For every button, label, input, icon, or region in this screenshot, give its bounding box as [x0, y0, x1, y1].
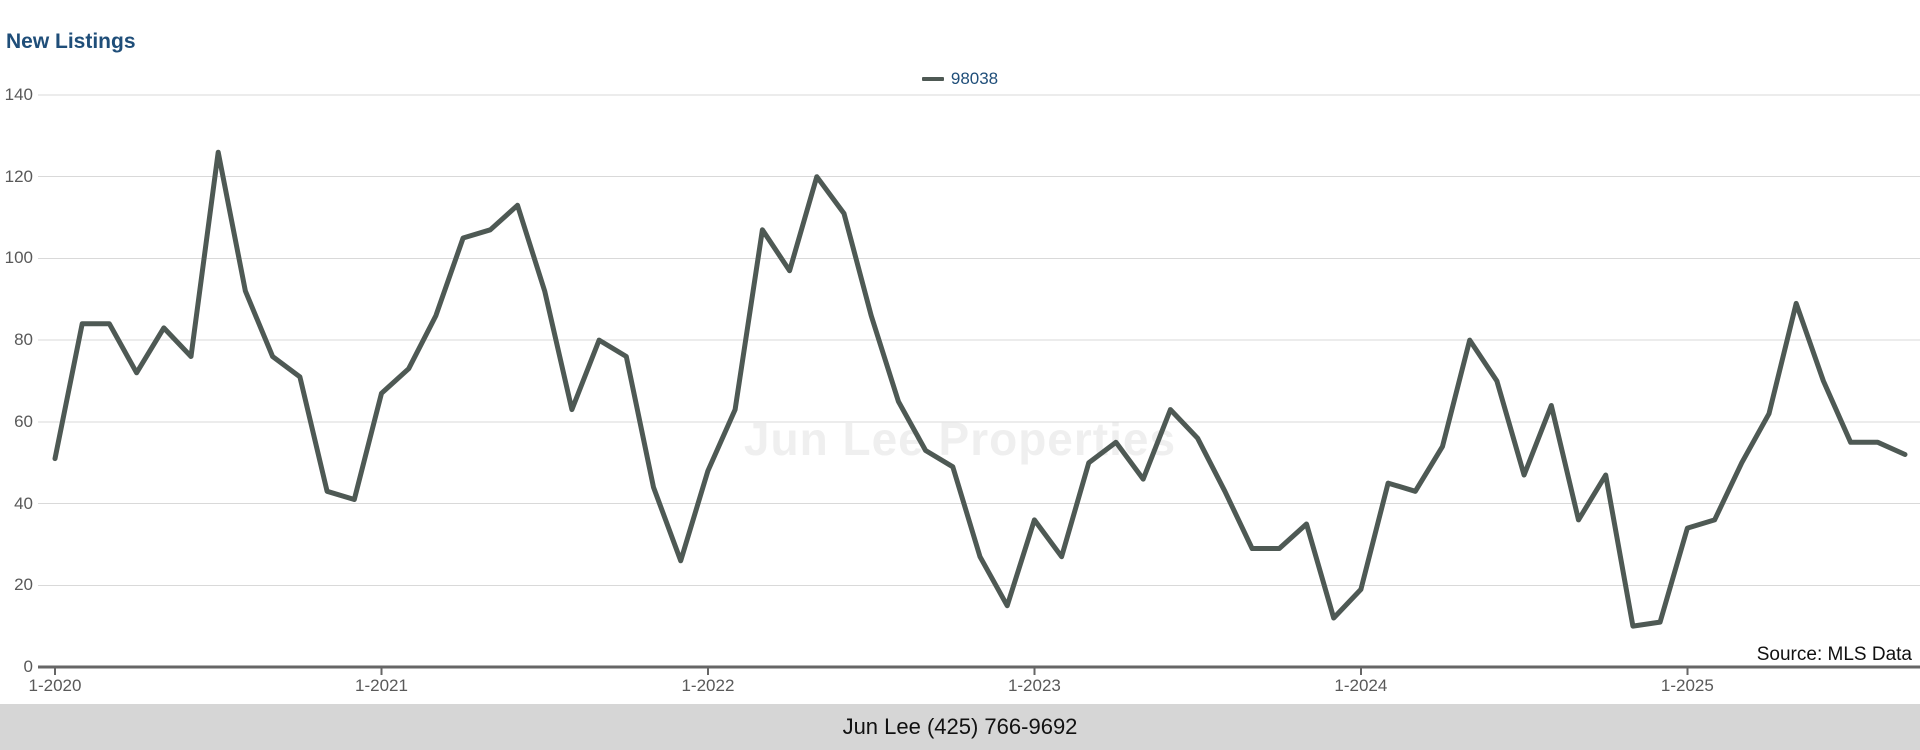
footer-bar: Jun Lee (425) 766-9692	[0, 704, 1920, 750]
y-axis-label: 40	[14, 493, 33, 513]
x-axis-label: 1-2023	[1007, 676, 1061, 695]
footer-contact: Jun Lee (425) 766-9692	[842, 714, 1078, 739]
series-line-98038	[52, 149, 1908, 629]
source-note: Source: MLS Data	[1756, 644, 1912, 665]
y-axis-label: 100	[4, 248, 33, 268]
x-axis-label: 1-2022	[681, 676, 735, 695]
legend: 98038	[0, 69, 1920, 89]
legend-line-swatch	[921, 77, 944, 81]
page-title: New Listings	[6, 30, 136, 53]
y-axis-label: 60	[14, 411, 33, 431]
x-axis-label: 1-2021	[355, 676, 408, 695]
x-axis-label: 1-2025	[1660, 676, 1714, 695]
y-axis-label: 80	[14, 330, 33, 350]
y-axis-label: 0	[23, 657, 33, 676]
x-axis-label: 1-2020	[28, 676, 82, 695]
y-axis-label: 20	[14, 575, 33, 595]
legend-label: 98038	[950, 69, 999, 88]
y-axis-label: 140	[4, 85, 33, 104]
x-axis-label: 1-2024	[1334, 676, 1388, 695]
y-axis-label: 120	[4, 166, 33, 186]
